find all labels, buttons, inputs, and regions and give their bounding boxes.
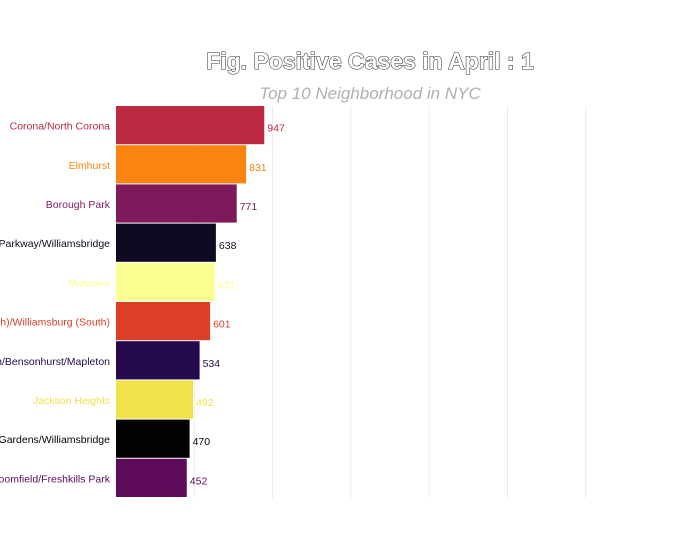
value-label: 771 [240,201,258,213]
category-label: Corona/North Corona [10,121,111,133]
category-labels: Corona/North Corona Elmhurst Borough Park C… [0,121,111,486]
bar [116,145,247,184]
value-label: 534 [203,358,221,370]
category-label: Bulls Head/Bloomfield/Freshkills Park [0,473,111,485]
gridlines [193,106,587,498]
bar [116,458,187,497]
chart-title: Fig. Positive Cases in April : 1 [206,48,534,74]
category-label: Bath Beach/Bensonhurst/Mapleton [0,356,110,368]
bar [116,223,216,262]
value-label: 601 [213,319,231,331]
bar [116,184,237,223]
value-label: 831 [249,162,267,174]
value-label: 492 [196,397,214,409]
category-label: Jackson Heights [33,395,110,407]
category-label: Borough Park [46,199,111,211]
chart-subtitle: Top 10 Neighborhood in NYC [259,84,481,103]
bar [116,419,190,458]
category-label: Elmhurst [69,160,111,172]
value-labels: 947 831 771 638 631 601 534 492 470 452 [190,123,285,488]
bar [116,262,215,301]
category-label: Co-op City/Pelham Parkway/Williamsbridge [0,238,110,250]
category-label: Midwood [68,277,110,289]
category-label: Laconia/Olinville/Wakefield Gardens/Will… [0,434,110,446]
bar [116,106,265,145]
value-label: 452 [190,475,208,487]
category-label: Williamsburg (North)/Williamsburg (South… [0,317,110,329]
bar [116,302,211,341]
bar [116,380,194,419]
value-label: 470 [193,436,211,448]
value-label: 638 [219,240,237,252]
value-label: 947 [267,123,285,135]
bars [116,106,265,497]
value-label: 631 [218,279,236,291]
bar [116,341,200,380]
